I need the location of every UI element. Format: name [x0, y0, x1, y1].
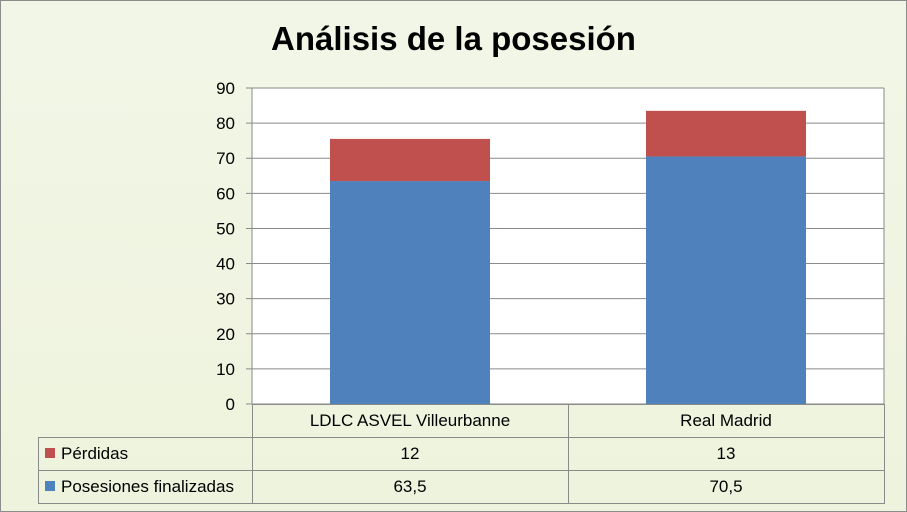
data-table-row: Posesiones finalizadas 63,5 70,5 [38, 470, 885, 504]
category-label: LDLC ASVEL Villeurbanne [251, 404, 569, 438]
y-tick-label: 50 [216, 219, 235, 238]
data-cell: 13 [567, 437, 885, 471]
data-cell: 12 [251, 437, 569, 471]
data-cell: 63,5 [251, 470, 569, 504]
y-tick-label: 10 [216, 360, 235, 379]
bar-segment [330, 138, 490, 182]
y-tick-label: 30 [216, 290, 235, 309]
y-tick-label: 70 [216, 149, 235, 168]
bar-segment [646, 156, 806, 404]
series-name: Pérdidas [61, 444, 129, 463]
data-table-corner [38, 404, 253, 438]
data-table-header-row: LDLC ASVEL Villeurbanne Real Madrid [38, 404, 885, 438]
chart-title: Análisis de la posesión [271, 20, 636, 57]
series-name: Posesiones finalizadas [61, 477, 234, 496]
category-label: Real Madrid [567, 404, 885, 438]
data-cell: 70,5 [567, 470, 885, 504]
y-tick-label: 90 [216, 79, 235, 98]
y-tick-label: 60 [216, 184, 235, 203]
data-table: LDLC ASVEL Villeurbanne Real Madrid Pérd… [38, 404, 885, 504]
bar-segment [646, 110, 806, 157]
legend-entry: Posesiones finalizadas [38, 470, 253, 504]
legend-swatch [45, 448, 55, 458]
y-tick-label: 40 [216, 255, 235, 274]
y-tick-label: 20 [216, 325, 235, 344]
legend-swatch [45, 481, 55, 491]
bar-segment [330, 181, 490, 404]
y-tick-label: 80 [216, 114, 235, 133]
data-table-row: Pérdidas 12 13 [38, 437, 885, 471]
legend-entry: Pérdidas [38, 437, 253, 471]
